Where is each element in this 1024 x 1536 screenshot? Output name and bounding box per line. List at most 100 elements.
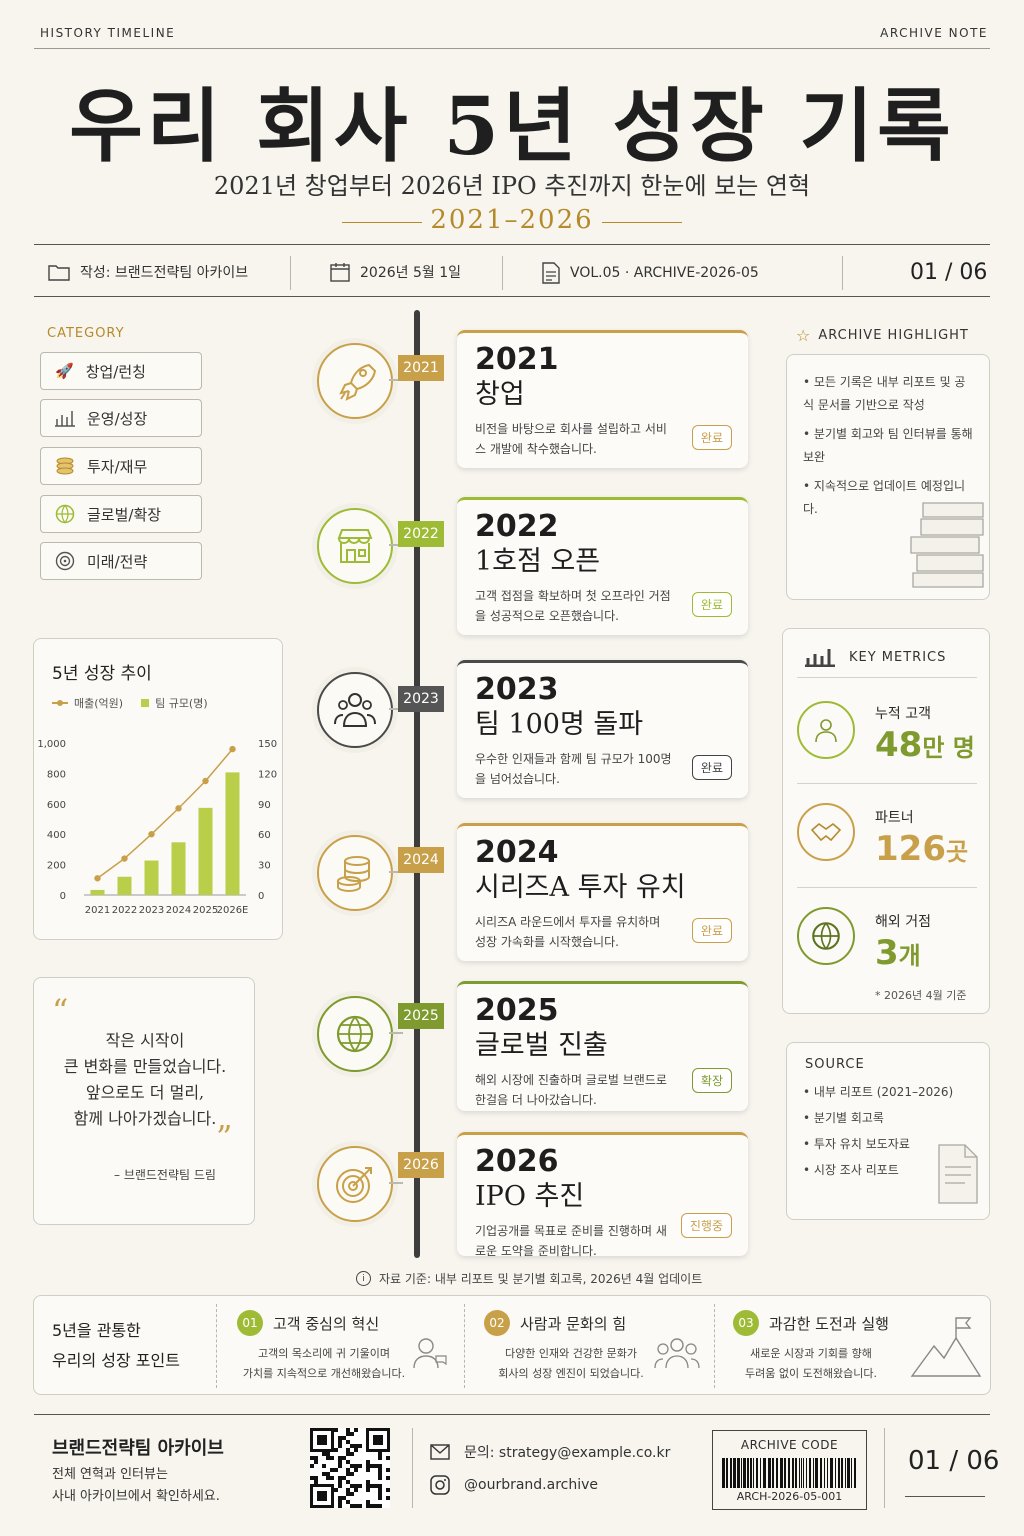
globe-icon — [55, 504, 75, 524]
metric-number: 48 — [875, 725, 923, 765]
milestone-title: 창업 — [475, 379, 525, 410]
category-item-label: 운영/성장 — [87, 409, 148, 428]
handshake-icon — [797, 803, 855, 861]
metrics-rule — [797, 677, 977, 678]
footer-desc-line: 사내 아카이브에서 확인하세요. — [52, 1489, 220, 1504]
globe-icon — [336, 1015, 374, 1053]
open-quote-icon: “ — [52, 992, 69, 1030]
footnote: i 자료 기준: 내부 리포트 및 분기별 회고록, 2026년 4월 업데이트 — [356, 1270, 702, 1287]
quote-line: 함께 나아가겠습니다. — [73, 1109, 217, 1128]
team-bar — [198, 807, 213, 895]
mountain-flag-icon — [910, 1317, 982, 1377]
meta-author-text: 작성: 브랜드전략팀 아카이브 — [80, 265, 249, 281]
y-tick-right: 30 — [258, 861, 271, 872]
books-icon — [910, 502, 984, 588]
x-tick-label: 2021 — [85, 905, 110, 916]
milestone-title: 팀 100명 돌파 — [475, 709, 644, 740]
year-tag: 2021 — [398, 355, 444, 381]
point-title: 사람과 문화의 힘 — [520, 1314, 627, 1333]
rocket-icon — [339, 363, 377, 401]
category-launch-button[interactable]: 🚀 창업/런칭 — [40, 352, 202, 390]
year-tag: 2024 — [398, 847, 444, 873]
archive-code-label: ARCHIVE CODE — [740, 1438, 839, 1452]
point-desc-line: 두려움 없이 도전해왔습니다. — [745, 1367, 877, 1380]
coins-milestone-node — [317, 835, 393, 911]
target-icon — [336, 1167, 372, 1203]
points-title-line: 5년을 관통한 — [52, 1321, 141, 1340]
chart-legend: 매출(억원) 팀 규모(명) — [52, 695, 208, 711]
target-milestone-node — [317, 1146, 393, 1222]
years-line-left — [342, 222, 422, 223]
quote-panel: “ 작은 시작이 큰 변화를 만들었습니다. 앞으로도 더 멀리, 함께 나아가… — [33, 977, 255, 1225]
source-item: • 분기별 회고록 — [803, 1111, 884, 1125]
source-item-text: 투자 유치 보도자료 — [813, 1137, 910, 1151]
revenue-point — [94, 875, 101, 882]
footer-email[interactable]: 문의: strategy@example.co.kr — [430, 1442, 670, 1462]
milestone-year: 2025 — [475, 993, 559, 1028]
source-title: SOURCE — [805, 1057, 865, 1072]
category-finance-button[interactable]: 투자/재무 — [40, 447, 202, 485]
revenue-point — [202, 777, 209, 785]
milestone-card[interactable]: 2023 팀 100명 돌파 우수한 인재들과 함께 팀 규모가 100명을 넘어섰… — [457, 660, 748, 798]
y-tick-left: 1,000 — [37, 739, 66, 750]
growth-chart-panel: 5년 성장 추이 매출(억원) 팀 규모(명) 0 200 400 600 800 1,0… — [33, 638, 283, 940]
globe-milestone-node — [317, 996, 393, 1072]
milestone-title: IPO 추진 — [475, 1181, 585, 1212]
milestone-card[interactable]: 2021 창업 비전을 바탕으로 회사를 설립하고 서비스 개발에 착수했습니다. 완… — [457, 330, 748, 468]
meta-date: 2026년 5월 1일 — [330, 262, 461, 282]
year-tag: 2023 — [398, 686, 444, 712]
point-desc-line: 고객의 목소리에 귀 기울이며 — [258, 1347, 390, 1360]
point-item-2: 02 사람과 문화의 힘 — [484, 1310, 626, 1336]
star-icon: ☆ — [796, 326, 811, 345]
milestone-year: 2021 — [475, 342, 559, 377]
highlight-header: ☆ ARCHIVE HIGHLIGHT — [796, 326, 969, 345]
revenue-line — [97, 748, 234, 879]
y-tick-right: 0 — [258, 891, 264, 902]
metrics-rule — [797, 887, 977, 888]
milestone-card[interactable]: 2025 글로벌 진출 해외 시장에 진출하며 글로벌 브랜드로 한걸음 더 나아갔… — [457, 981, 748, 1111]
qr-code[interactable] — [310, 1428, 390, 1508]
status-badge: 확장 — [691, 1068, 732, 1093]
document-icon — [542, 262, 560, 284]
highlight-panel: • 모든 기록은 내부 리포트 및 공식 문서를 기반으로 작성 • 분기별 회… — [786, 354, 990, 600]
milestone-card[interactable]: 2022 1호점 오픈 고객 접점을 확보하며 첫 오프라인 거점을 성공적으로 오… — [457, 497, 748, 635]
globe-icon — [797, 907, 855, 965]
metrics-rule — [797, 783, 977, 784]
quote-line: 작은 시작이 — [105, 1031, 185, 1050]
point-title: 고객 중심의 혁신 — [273, 1314, 380, 1333]
highlight-item: • 분기별 회고와 팀 인터뷰를 통해 보완 — [803, 427, 973, 464]
point-desc-line: 회사의 성장 엔진이 되었습니다. — [498, 1367, 644, 1380]
metrics-header: KEY METRICS — [805, 647, 946, 667]
metric-number: 126 — [875, 829, 946, 869]
source-item: • 시장 조사 리포트 — [803, 1163, 899, 1177]
growth-points-panel: 5년을 관통한 우리의 성장 포인트 01 고객 중심의 혁신 고객의 목소리에… — [33, 1295, 991, 1395]
years-line-right — [602, 222, 682, 223]
milestone-year: 2024 — [475, 835, 559, 870]
footer-page-rule — [905, 1496, 985, 1497]
milestone-desc: 기업공개를 목표로 준비를 진행하며 새로운 도약을 준비합니다. — [475, 1224, 667, 1258]
footer-rule — [34, 1414, 990, 1415]
point-number: 02 — [484, 1310, 510, 1336]
x-tick-label: 2026E — [217, 905, 249, 916]
category-growth-button[interactable]: 운영/성장 — [40, 399, 202, 437]
x-tick-label: 2022 — [112, 905, 137, 916]
team-bar — [90, 889, 105, 895]
metrics-panel: KEY METRICS 누적 고객 48만 명 파트너 126곳 해외 거점 3… — [782, 628, 990, 1014]
milestone-card[interactable]: 2024 시리즈A 투자 유치 시리즈A 라운드에서 투자를 유치하며 성장 가속화… — [457, 823, 748, 961]
y-tick-left: 200 — [47, 861, 66, 872]
milestone-desc: 비전을 바탕으로 회사를 설립하고 서비스 개발에 착수했습니다. — [475, 422, 667, 456]
milestone-card[interactable]: 2026 IPO 추진 기업공개를 목표로 준비를 진행하며 새로운 도약을 준비합… — [457, 1132, 748, 1258]
point-desc-line: 다양한 인재와 건강한 문화가 — [505, 1347, 637, 1360]
source-list: • 내부 리포트 (2021–2026) • 분기별 회고록 • 투자 유치 보… — [803, 1079, 953, 1183]
metric-unit: 곳 — [945, 838, 969, 866]
highlight-item-text: 모든 기록은 내부 리포트 및 공식 문서를 기반으로 작성 — [803, 375, 966, 412]
footer-desc: 전체 연혁과 인터뷰는 사내 아카이브에서 확인하세요. — [52, 1464, 220, 1508]
footer-sns[interactable]: @ourbrand.archive — [430, 1475, 598, 1495]
rocket-icon: 🚀 — [55, 362, 74, 380]
point-title: 과감한 도전과 실행 — [769, 1314, 889, 1333]
category-global-button[interactable]: 글로벌/확장 — [40, 495, 202, 533]
category-strategy-button[interactable]: 미래/전략 — [40, 542, 202, 580]
customer-feedback-icon — [413, 1338, 447, 1369]
